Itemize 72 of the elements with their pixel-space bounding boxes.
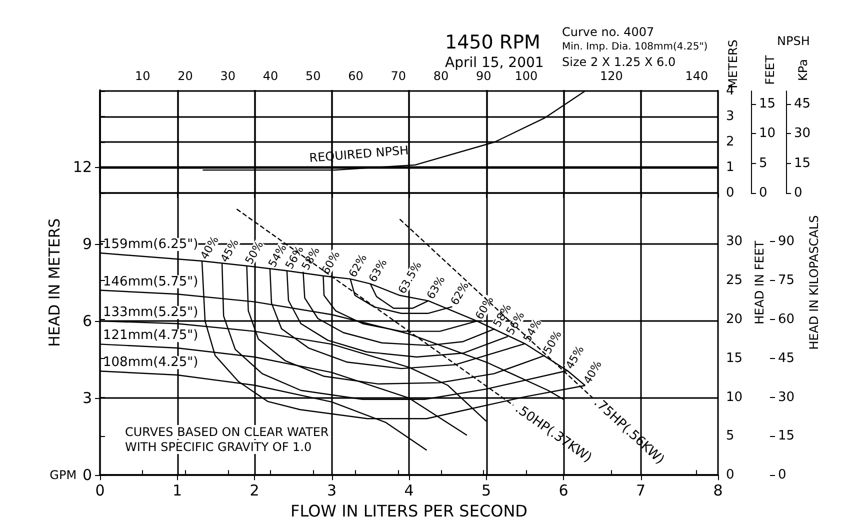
y2-tick-label: 25 (726, 273, 743, 288)
y-tick-label: 1 (726, 160, 734, 175)
series-label: 146mm(5.75") (103, 274, 198, 290)
y2-tick-label: 15 (759, 96, 776, 112)
y3-tick-label: 0 (794, 186, 802, 200)
series-label: REQUIRED NPSH (308, 143, 410, 166)
x-tick-label: 8 (713, 482, 723, 500)
y3-tick-label: 30 (778, 390, 795, 405)
x2-tick-label: 40 (262, 69, 278, 83)
y-tick-label: 12 (72, 158, 92, 176)
annotation: CURVES BASED ON CLEAR WATER (125, 425, 329, 439)
x2-tick-label: 60 (348, 69, 364, 83)
x-tick-label: 4 (404, 482, 414, 500)
x2-tick-label: 140 (685, 69, 708, 83)
x2-tick-label: 30 (220, 69, 236, 83)
y3-tick-label: 15 (778, 428, 795, 444)
text: Curve no. 4007 (562, 25, 654, 39)
x2-tick-label: 70 (390, 69, 406, 83)
text: Size 2 X 1.25 X 6.0 (562, 55, 676, 69)
x-tick-label: 3 (326, 482, 337, 500)
y3-tick-label: 45 (794, 96, 811, 112)
chart-title: 1450 RPM (445, 32, 540, 54)
y3-tick-label: 30 (794, 126, 811, 142)
y-tick-label: 3 (726, 109, 734, 124)
x-tick-label: 6 (558, 482, 568, 500)
y-tick-label: 3 (82, 389, 92, 408)
series-label: 159mm(6.25") (103, 237, 198, 252)
y3-axis-title: HEAD IN KILOPASCALS (807, 215, 821, 350)
y2-axis-title: FEET (763, 54, 777, 85)
y2-tick-label: 30 (726, 234, 743, 250)
y-axis-title: HEAD IN METERS (46, 218, 64, 347)
series-label: 133mm(5.25") (103, 305, 198, 320)
x2-tick-label: 120 (600, 69, 623, 83)
y3-tick-label: 90 (778, 234, 795, 250)
y-tick-label: 2 (726, 134, 734, 150)
y2-tick-label: 10 (726, 390, 743, 405)
x-tick-label: 2 (250, 482, 260, 500)
y2-tick-label: 15 (726, 350, 743, 366)
y-tick-label: 6 (82, 312, 92, 330)
series-label: 121mm(4.75") (103, 328, 198, 344)
x-tick-label: 1 (172, 482, 182, 500)
y3-tick-label: 15 (794, 156, 811, 171)
y2-axis-title: HEAD IN FEET (752, 240, 766, 324)
x-axis-title: FLOW IN LITERS PER SECOND (290, 502, 528, 520)
x-tick-label: 5 (481, 482, 492, 500)
y2-tick-label: 10 (759, 126, 776, 142)
y3-tick-label: 75 (778, 273, 795, 288)
x2-tick-label: 80 (433, 69, 449, 83)
x-tick-label: 7 (636, 482, 646, 500)
y2-tick-label: 0 (759, 186, 768, 200)
y3-tick-label: 45 (778, 350, 795, 366)
x2-tick-label: 100 (514, 69, 538, 83)
text: Min. Imp. Dia. 108mm(4.25") (562, 42, 708, 52)
y3-tick-label: 0 (778, 468, 786, 483)
text: NPSH (777, 34, 810, 48)
x-tick-label: 0 (95, 482, 105, 500)
x2-tick-label: 90 (476, 69, 492, 83)
x2-tick-label: 10 (134, 69, 150, 83)
chart-subtitle: April 15, 2001 (445, 55, 544, 71)
y-tick-label: 9 (82, 235, 92, 254)
y-tick-label: 0 (82, 466, 92, 484)
x2-tick-label: 50 (305, 69, 321, 83)
y3-axis-title: KPa (796, 59, 810, 81)
y2-tick-label: 20 (726, 312, 743, 328)
y-tick-label: 0 (726, 186, 734, 200)
series-label: 108mm(4.25") (103, 355, 198, 370)
x2-tick-label: 20 (178, 69, 193, 83)
y2-tick-label: 5 (759, 156, 768, 171)
annotation: WITH SPECIFIC GRAVITY OF 1.0 (125, 440, 312, 454)
x2-axis-title: GPM (50, 468, 77, 482)
y2-tick-label: 5 (726, 428, 734, 444)
y3-tick-label: 60 (778, 312, 795, 328)
